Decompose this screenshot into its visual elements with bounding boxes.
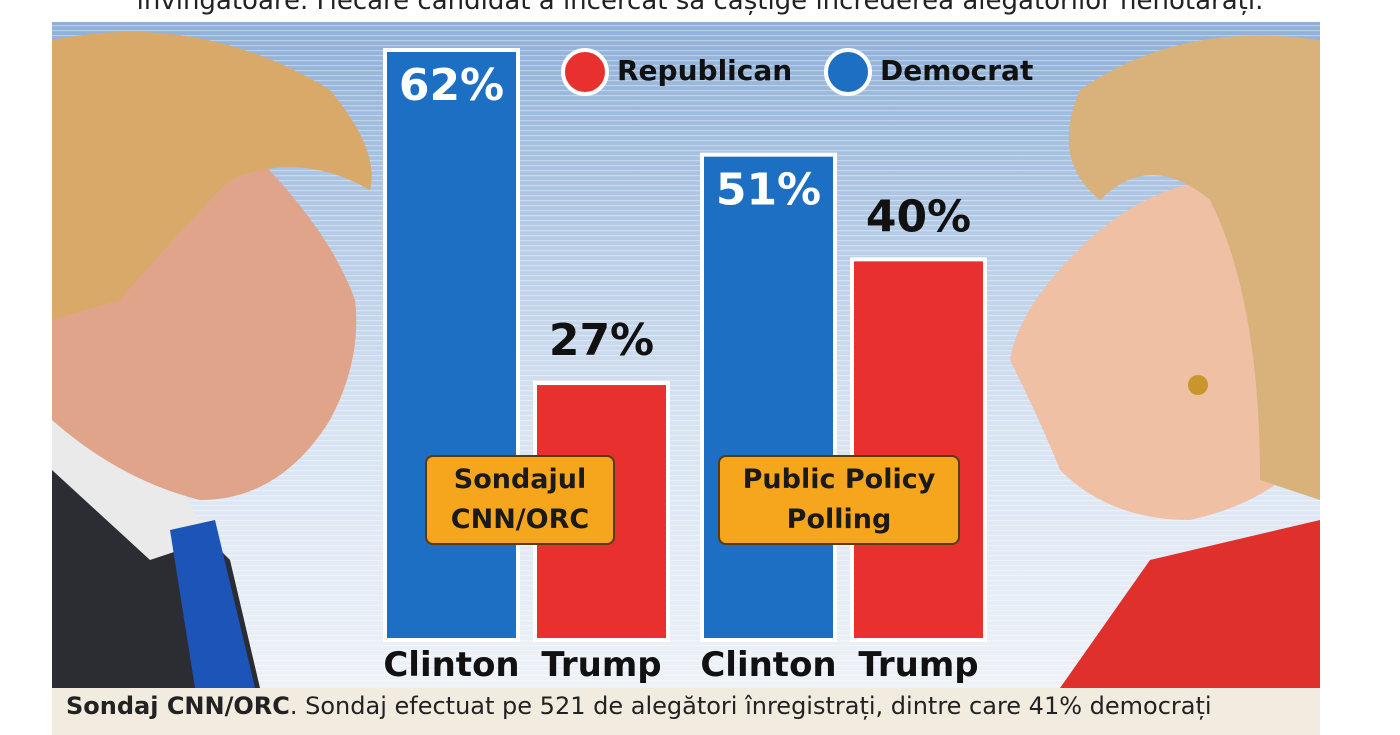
caption: Sondaj CNN/ORC. Sondaj efectuat pe 521 d… — [52, 688, 1320, 735]
bar — [850, 257, 987, 642]
legend-swatch — [824, 48, 872, 96]
bar-label: Clinton — [383, 645, 519, 685]
bar — [383, 48, 520, 642]
bar-label: Trump — [858, 645, 978, 685]
header-text: învingătoare. Fiecare candidat a încerca… — [136, 0, 1264, 16]
poll-label: Public Policy Polling — [718, 455, 960, 545]
value-label: 40% — [866, 191, 971, 242]
value-label: 62% — [399, 60, 504, 111]
bar-label: Clinton — [700, 645, 836, 685]
caption-bold: Sondaj CNN/ORC — [66, 692, 290, 720]
legend-label: Democrat — [880, 54, 1033, 87]
bar — [700, 152, 837, 642]
caption-text: . Sondaj efectuat pe 521 de alegători în… — [289, 692, 1212, 720]
value-label: 27% — [549, 315, 654, 366]
left-portrait — [52, 31, 372, 688]
poll-label: Sondajul CNN/ORC — [425, 455, 615, 545]
legend-label: Republican — [617, 54, 792, 87]
value-label: 51% — [716, 165, 821, 216]
bar-label: Trump — [541, 645, 661, 685]
right-portrait — [1010, 35, 1320, 688]
legend-swatch — [561, 48, 609, 96]
